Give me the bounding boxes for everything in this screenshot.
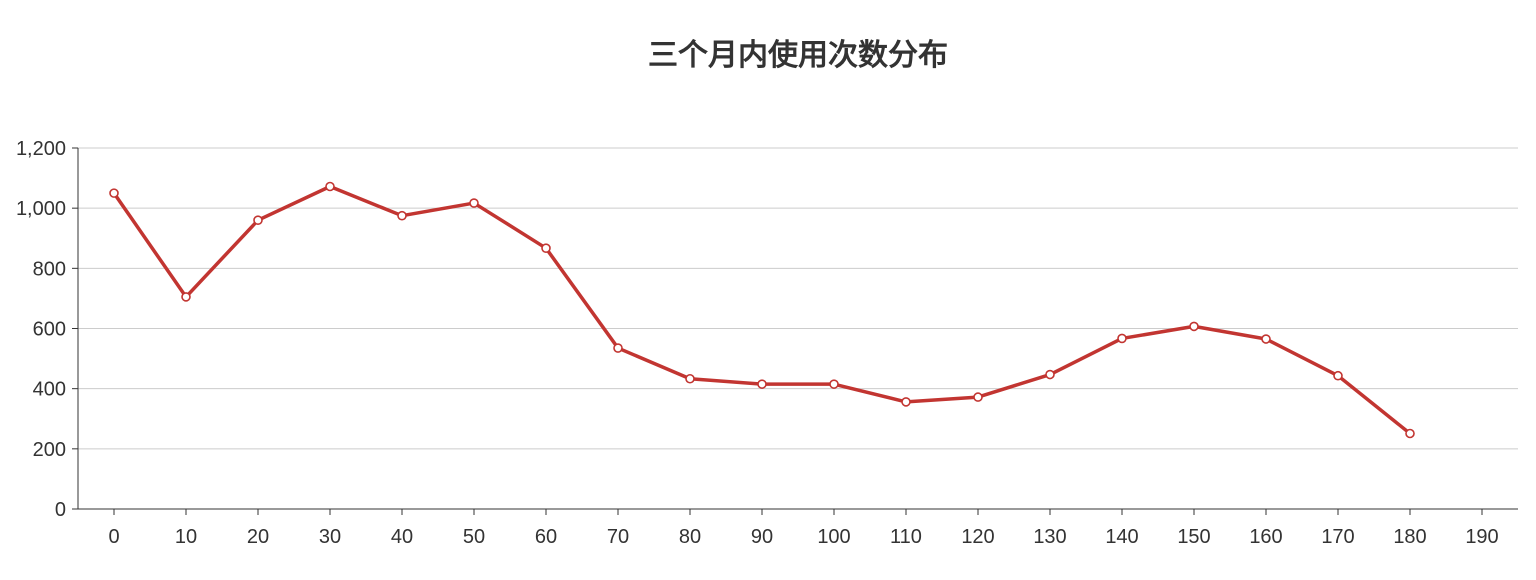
x-tick-label: 30 (319, 526, 341, 548)
data-point (1405, 428, 1415, 439)
x-tick-label: 130 (1033, 526, 1066, 548)
data-point (901, 397, 911, 407)
data-point (757, 379, 767, 389)
x-tick-label: 90 (751, 526, 773, 548)
x-tick-label: 170 (1321, 526, 1354, 548)
data-point (829, 379, 839, 389)
x-tick-label: 110 (890, 526, 922, 548)
y-tick-label: 1,200 (16, 138, 66, 160)
x-tick-label: 190 (1465, 526, 1498, 548)
data-point (181, 292, 191, 302)
y-tick-label: 0 (55, 499, 66, 521)
x-tick-label: 40 (391, 526, 413, 548)
x-tick-label: 50 (463, 526, 485, 548)
x-tick-label: 70 (607, 526, 629, 548)
x-tick-label: 140 (1105, 526, 1138, 548)
data-point (541, 243, 551, 253)
y-tick-label: 800 (33, 258, 66, 280)
x-tick-label: 100 (817, 526, 850, 548)
data-point (325, 181, 335, 192)
x-tick-label: 20 (247, 526, 269, 548)
data-point (397, 210, 407, 221)
y-tick-label: 600 (33, 319, 66, 341)
x-tick-label: 80 (679, 526, 701, 548)
chart-title: 三个月内使用次数分布 (648, 38, 948, 73)
data-point (469, 198, 479, 208)
data-point (1117, 333, 1127, 344)
y-tick-label: 400 (33, 379, 66, 401)
x-tick-label: 10 (175, 526, 197, 548)
x-tick-label: 150 (1177, 526, 1210, 548)
x-tick-label: 160 (1249, 526, 1282, 548)
data-point (109, 188, 119, 198)
y-tick-label: 1,000 (16, 198, 66, 220)
series-line (112, 184, 1412, 436)
data-point (253, 215, 263, 225)
data-point (1189, 321, 1199, 332)
data-point (973, 392, 983, 402)
data-point (1045, 369, 1055, 380)
data-point (685, 373, 695, 384)
x-tick-label: 120 (961, 526, 994, 548)
x-tick-label: 0 (108, 526, 119, 548)
data-point (1333, 370, 1343, 381)
x-tick-label: 180 (1393, 526, 1426, 548)
y-tick-label: 200 (33, 439, 66, 461)
data-point (1261, 334, 1271, 344)
x-tick-label: 60 (535, 526, 557, 548)
data-point (613, 343, 623, 353)
